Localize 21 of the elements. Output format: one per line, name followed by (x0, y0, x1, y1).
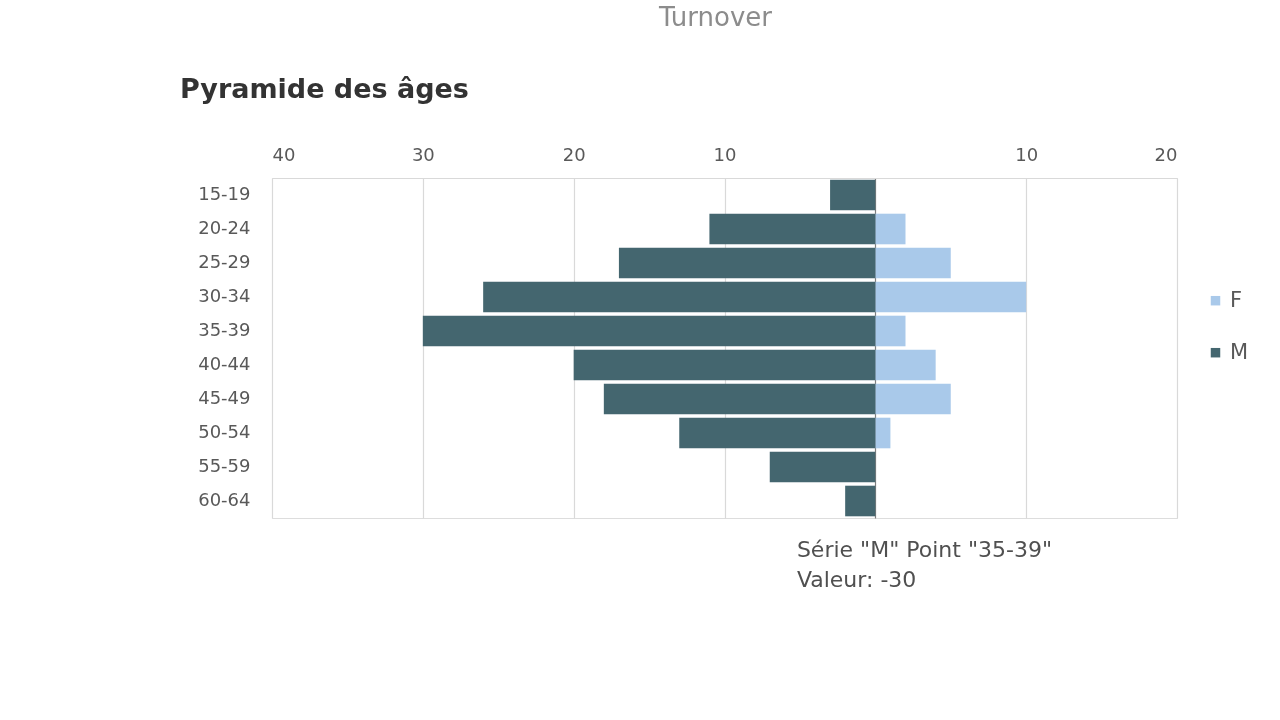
text: Série "M" Point "35-39" Valeur: -30 (796, 537, 1053, 592)
y-tick-label: 20-24 (198, 217, 251, 238)
y-tick-label: 55-59 (198, 455, 251, 476)
x-tick-label: 20 (1154, 143, 1178, 165)
legend-label: M (1230, 339, 1249, 364)
y-tick-label: 30-34 (198, 285, 251, 306)
legend-label: F (1230, 287, 1243, 312)
x-tick-label: 10 (713, 143, 737, 165)
x-tick-label: 20 (562, 143, 586, 165)
chart-title: Pyramide des âges (180, 73, 469, 104)
x-tick-label: 10 (1015, 143, 1039, 165)
y-tick-label: 40-44 (198, 353, 251, 374)
y-tick-label: 35-39 (198, 319, 251, 340)
y-tick-label: 60-64 (198, 489, 251, 510)
y-tick-label: 50-54 (198, 421, 251, 442)
y-tick-label: 45-49 (198, 387, 251, 408)
y-tick-label: 25-29 (198, 251, 251, 272)
x-tick-label: 30 (411, 143, 435, 165)
x-tick-label: 40 (272, 143, 296, 165)
y-tick-label: 15-19 (198, 183, 251, 204)
text: Turnover (657, 2, 773, 32)
